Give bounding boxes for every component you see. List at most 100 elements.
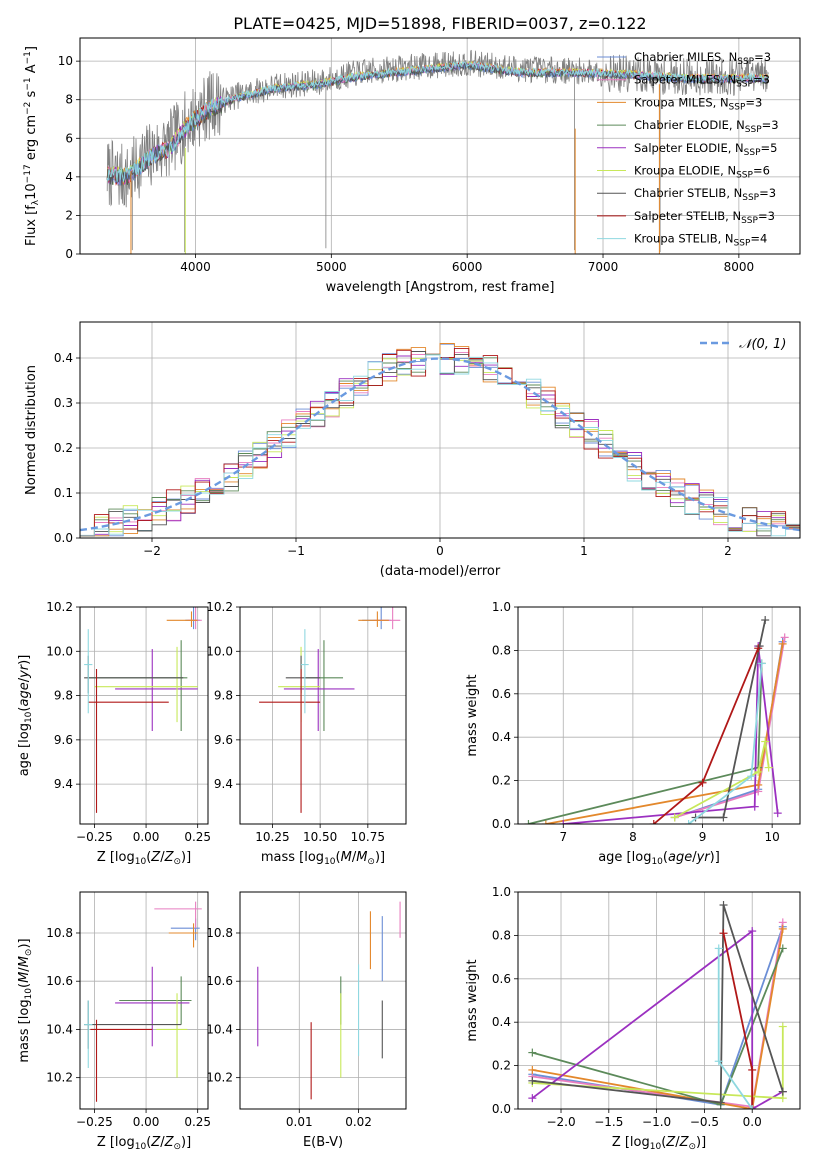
x-tick-label: 0.01 bbox=[286, 1115, 313, 1129]
y-tick-label: 2 bbox=[65, 208, 73, 222]
normal-curve-line bbox=[80, 357, 800, 532]
y-tick-label: 1.0 bbox=[492, 885, 511, 899]
y-tick-label: 0.2 bbox=[54, 441, 73, 455]
weight-marker bbox=[748, 1065, 757, 1074]
mass_vs_ebv-ticks: 0.01 0.02 10.2 10.4 10.6 10.8 bbox=[206, 926, 372, 1129]
legend-label: Salpeter MILES, NSSP=3 bbox=[634, 73, 770, 90]
error-bar bbox=[259, 669, 321, 813]
legend-label: Kroupa ELODIE, NSSP=6 bbox=[634, 164, 770, 181]
error-bar bbox=[94, 646, 198, 723]
age_vs_Z-ylabel: age [log10(age/yr)] bbox=[17, 655, 34, 777]
x-tick-label: −1.0 bbox=[642, 1115, 671, 1129]
weight-marker bbox=[764, 763, 773, 772]
residuals-ticks: −2 −1 0 1 2 0.0 0.1 0.2 0.3 0.4 bbox=[54, 351, 732, 558]
weight-marker bbox=[528, 1076, 537, 1085]
figure-title: PLATE=0425, MJD=51898, FIBERID=0037, z=0… bbox=[233, 14, 646, 33]
mass_vs_ebv-axes: 0.01 0.02 10.2 10.4 10.6 10.8 E(B-V) bbox=[206, 891, 407, 1150]
y-tick-label: 10.6 bbox=[206, 974, 233, 988]
weight_vs_age-xlabel: age [log10(age/yr)] bbox=[598, 850, 720, 867]
weight-line bbox=[531, 929, 784, 1109]
weight_vs_Z-ticks: −2.0 −1.5 −1.0 −0.5 0.0 0.0 0.2 0.4 0.6 0.8 1.0 bbox=[492, 885, 762, 1129]
error-bar bbox=[358, 611, 389, 627]
weight-marker bbox=[559, 820, 568, 824]
weight-marker bbox=[773, 809, 782, 818]
weight-marker bbox=[754, 767, 763, 776]
x-tick-label: 2 bbox=[724, 544, 732, 558]
weight-marker bbox=[761, 737, 770, 746]
y-tick-label: 0.2 bbox=[492, 774, 511, 788]
y-tick-label: 0.8 bbox=[492, 928, 511, 942]
error-bar bbox=[283, 649, 355, 731]
y-tick-label: 0.4 bbox=[492, 730, 511, 744]
weight-marker bbox=[649, 820, 658, 824]
legend-label: Salpeter STELIB, NSSP=3 bbox=[634, 209, 775, 226]
y-tick-label: 1.0 bbox=[492, 600, 511, 614]
x-tick-label: −0.5 bbox=[690, 1115, 719, 1129]
residuals-frame bbox=[79, 321, 801, 539]
weight_vs_age-axes: 7 8 9 10 0.0 0.2 0.4 0.6 0.8 1.0 age [log10(age/yr… bbox=[465, 600, 801, 867]
y-tick-label: 0 bbox=[65, 247, 73, 261]
x-tick-label: −0.25 bbox=[76, 830, 113, 844]
y-tick-label: 0.2 bbox=[492, 1059, 511, 1073]
spectrum-frame bbox=[79, 37, 801, 255]
x-tick-label: 4000 bbox=[180, 260, 211, 274]
weight-marker bbox=[747, 772, 756, 781]
spectrum-content bbox=[106, 49, 769, 254]
error-bar bbox=[154, 901, 202, 929]
weight-marker bbox=[714, 944, 723, 953]
weight-marker bbox=[780, 633, 789, 642]
weight-line bbox=[532, 928, 784, 1109]
x-tick-label: −1 bbox=[287, 544, 305, 558]
weight-marker bbox=[719, 901, 728, 910]
x-tick-label: 8000 bbox=[724, 260, 755, 274]
weight-marker bbox=[748, 927, 757, 936]
weight-marker bbox=[684, 820, 693, 824]
error-bar bbox=[90, 1019, 153, 1102]
weight_vs_Z-axes: −2.0 −1.5 −1.0 −0.5 0.0 0.0 0.2 0.4 0.6 0.8 1.0 Z [… bbox=[465, 885, 801, 1152]
age_vs_mass-plot-area bbox=[240, 607, 406, 824]
residuals-ylabel: Normed distribution bbox=[24, 365, 39, 495]
weight-line bbox=[695, 619, 767, 819]
error-bar bbox=[156, 993, 188, 1078]
spectrum-ylabel: Flux [fλ10−17 erg cm−2 s−1 A−1] bbox=[23, 46, 41, 246]
y-tick-label: 0.4 bbox=[54, 351, 73, 365]
weight_vs_age-content bbox=[524, 616, 789, 824]
error-bar bbox=[115, 649, 198, 731]
y-tick-label: 9.4 bbox=[54, 777, 73, 791]
weight_vs_age-frame bbox=[517, 606, 801, 825]
y-tick-label: 10.8 bbox=[46, 926, 73, 940]
mass_vs_ebv-grid bbox=[240, 892, 406, 1109]
x-tick-label: 6000 bbox=[452, 260, 483, 274]
error-bar bbox=[84, 629, 93, 714]
x-tick-label: 10.50 bbox=[303, 830, 337, 844]
x-tick-label: −2.0 bbox=[546, 1115, 575, 1129]
y-tick-label: 9.6 bbox=[214, 733, 233, 747]
mass_vs_Z-axes: −0.25 0.00 0.25 10.2 10.4 10.6 10.8 Z [log10(Z/… bbox=[17, 891, 211, 1152]
y-tick-label: 4 bbox=[65, 170, 73, 184]
weight-marker bbox=[757, 659, 766, 668]
y-tick-label: 10.0 bbox=[46, 644, 73, 658]
spectrum-xlabel: wavelength [Angstrom, rest frame] bbox=[326, 280, 555, 295]
x-tick-label: 5000 bbox=[316, 260, 347, 274]
x-tick-label: 9 bbox=[699, 830, 707, 844]
error-bar bbox=[119, 976, 192, 1025]
legend-label: Kroupa MILES, NSSP=3 bbox=[634, 95, 762, 112]
residual-histogram bbox=[80, 354, 800, 537]
age_vs_Z-axes: −0.25 0.00 0.25 9.4 9.6 9.8 10.0 10.2 Z [log10(Z… bbox=[17, 600, 211, 867]
x-tick-label: 0.0 bbox=[743, 1115, 762, 1129]
y-tick-label: 0.0 bbox=[54, 531, 73, 545]
weight_vs_Z-xlabel: Z [log10(Z/Z⊙)] bbox=[612, 1135, 706, 1152]
weight-marker bbox=[719, 929, 728, 938]
age_vs_Z-xlabel: Z [log10(Z/Z⊙)] bbox=[97, 850, 191, 867]
y-tick-label: 10.4 bbox=[46, 1022, 73, 1036]
mass_vs_Z-ylabel: mass [log10(M/M⊙)] bbox=[17, 938, 34, 1062]
error-bar bbox=[166, 611, 198, 627]
x-tick-label: 7000 bbox=[588, 260, 619, 274]
y-tick-label: 10.6 bbox=[46, 974, 73, 988]
weight-marker bbox=[778, 944, 787, 953]
x-tick-label: 1 bbox=[580, 544, 588, 558]
mass_vs_ebv-frame bbox=[239, 891, 407, 1110]
weight_vs_age-ylabel: mass weight bbox=[465, 674, 480, 756]
